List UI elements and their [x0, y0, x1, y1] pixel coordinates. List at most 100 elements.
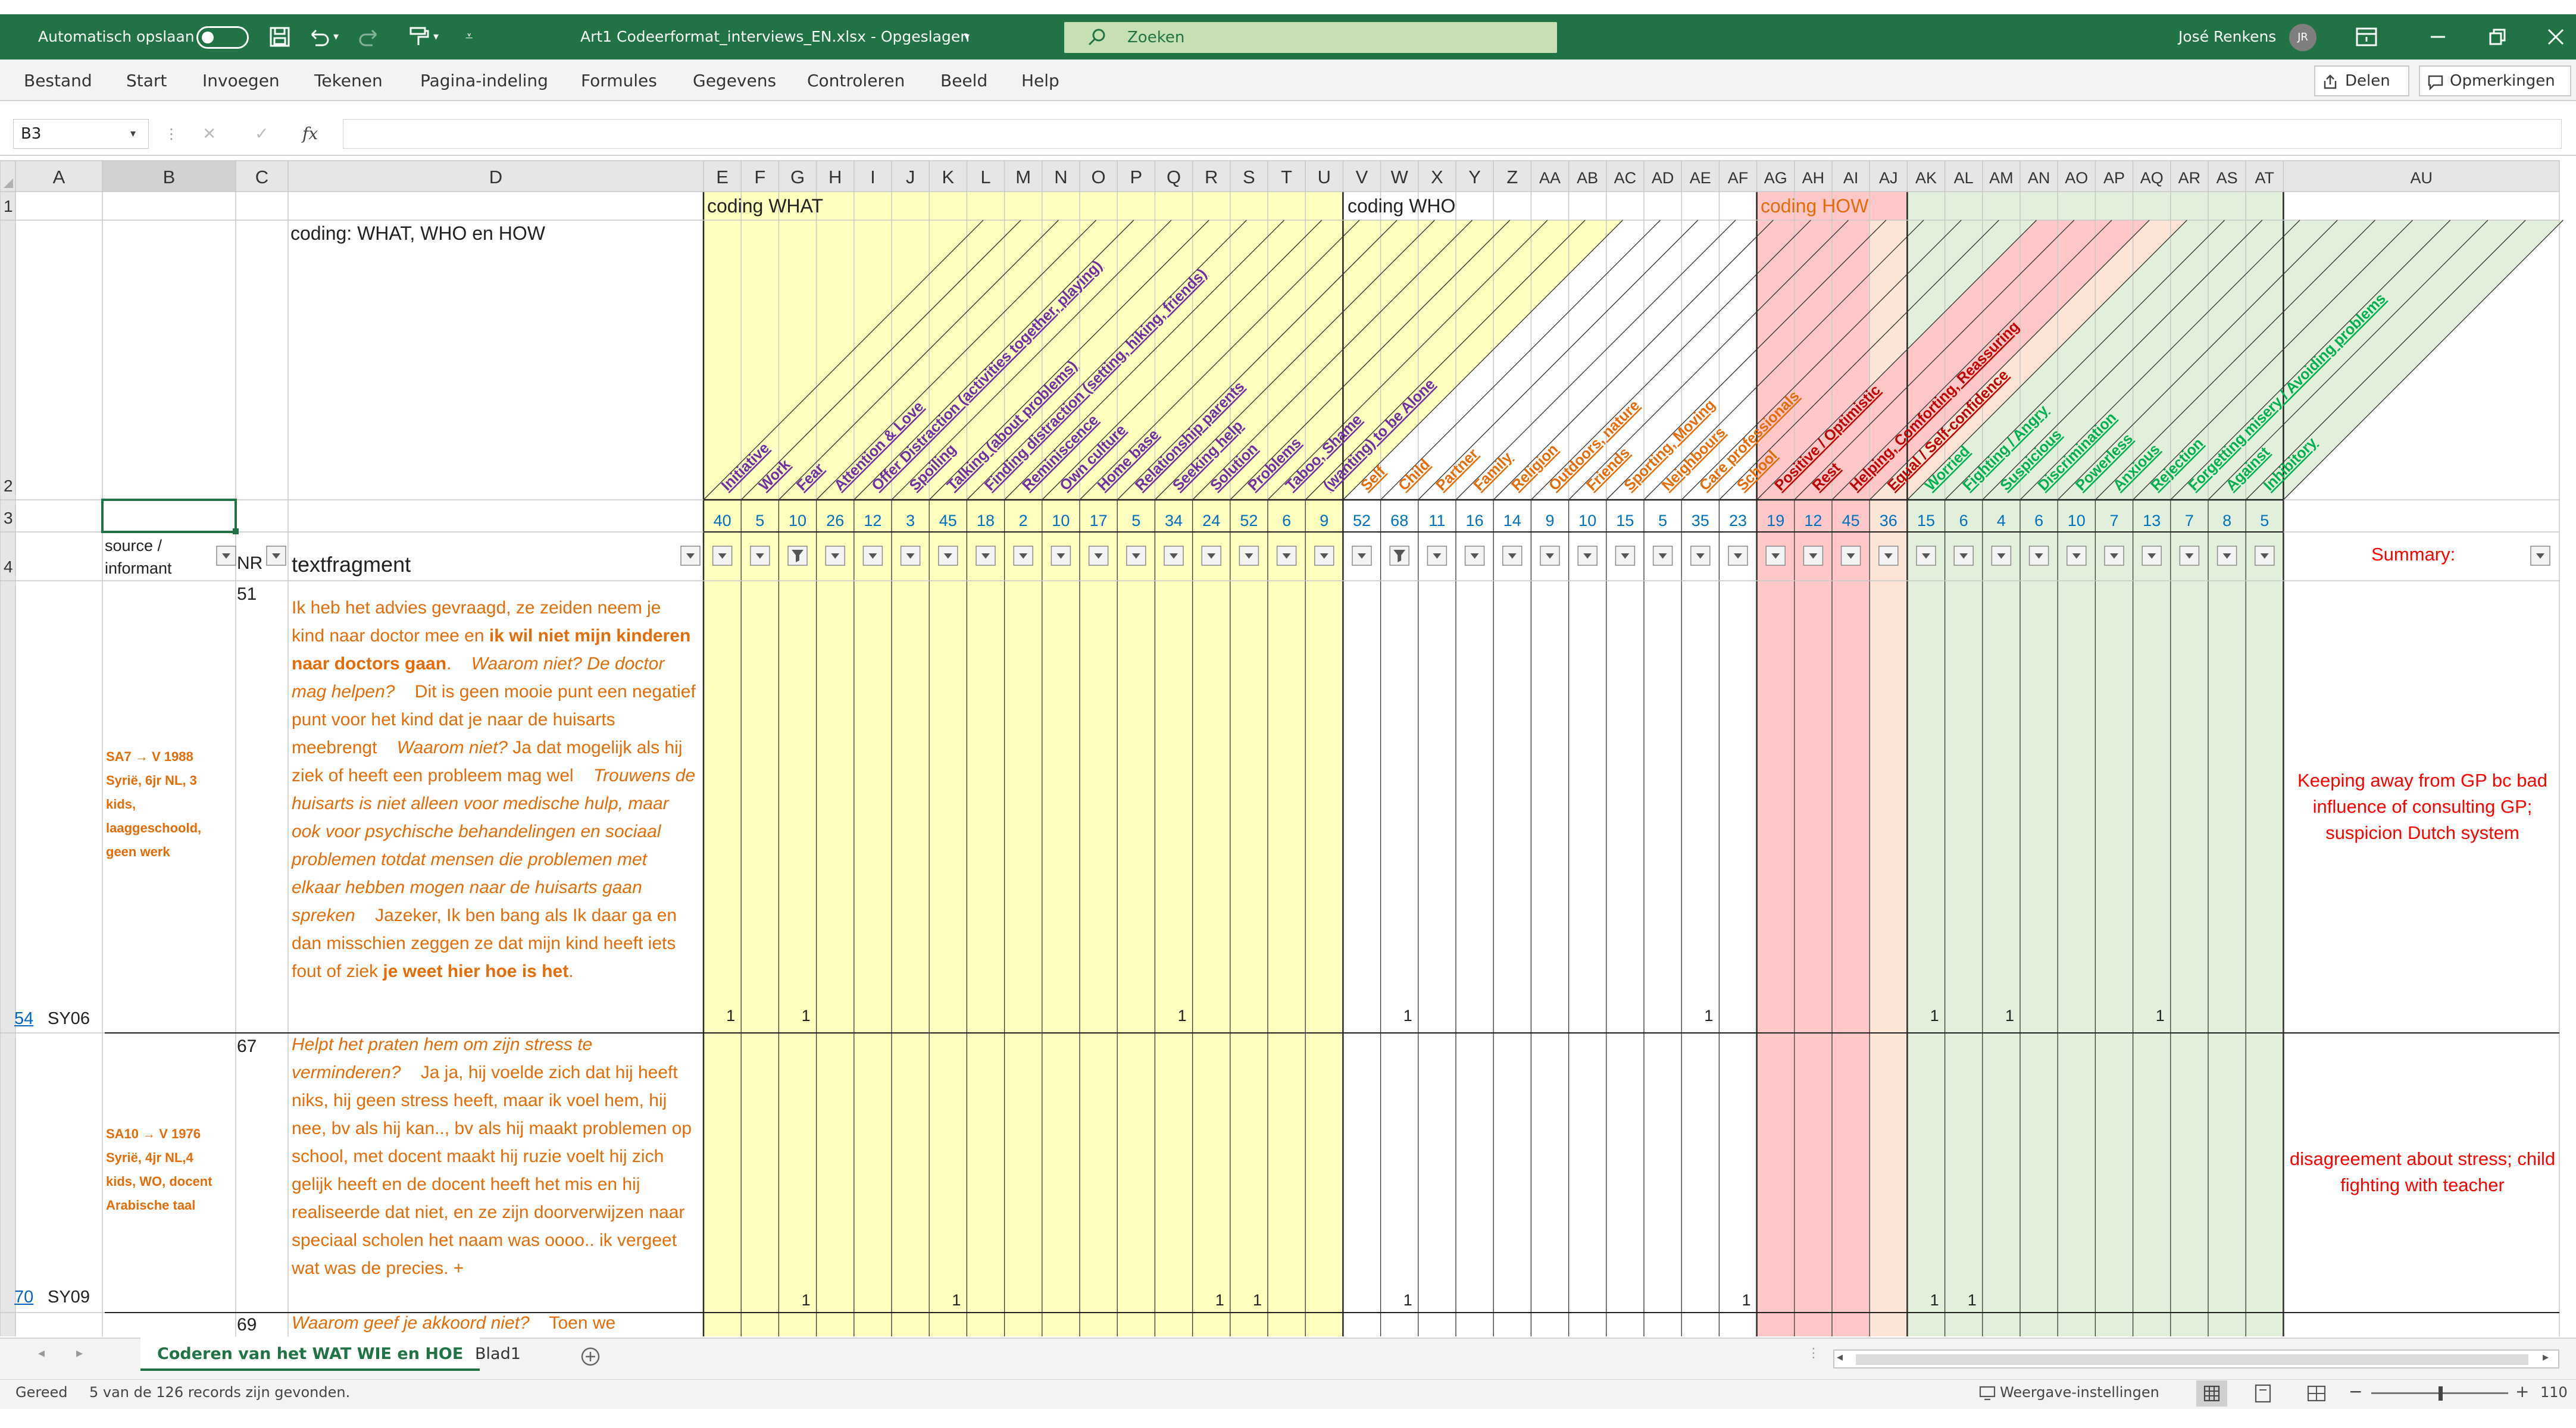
sheet-scroll-left-icon[interactable]: ◂ — [38, 1346, 45, 1361]
tab-help[interactable]: Help — [1021, 71, 1059, 90]
search-box[interactable] — [1064, 22, 1557, 53]
tab-beeld[interactable]: Beeld — [940, 71, 988, 90]
share-button[interactable]: Delen — [2314, 65, 2409, 96]
page-break-preview-icon[interactable] — [2303, 1382, 2330, 1405]
header-band-fill — [1832, 220, 2150, 500]
file-title-dropdown-icon[interactable]: ▾ — [964, 30, 970, 43]
customize-qat-icon[interactable]: ⩡ — [465, 29, 473, 44]
tab-start[interactable]: Start — [126, 71, 167, 90]
save-icon[interactable] — [269, 26, 290, 48]
filter-arrow — [1470, 553, 1479, 559]
formula-input[interactable] — [343, 119, 2562, 149]
code-mark-ae: 1 — [1704, 1007, 1713, 1025]
header-diagonal — [1944, 220, 2225, 500]
normal-view-icon[interactable] — [2196, 1380, 2227, 1407]
code-total: 13 — [2143, 512, 2161, 530]
add-sheet-icon[interactable] — [580, 1346, 601, 1367]
name-box-dropdown-icon[interactable]: ▾ — [130, 127, 136, 140]
column-header-aq: AQ — [2140, 169, 2164, 187]
scrollbar-thumb[interactable] — [1856, 1354, 2528, 1365]
filter-arrow — [222, 553, 230, 559]
zoom-slider-thumb[interactable] — [2439, 1386, 2443, 1401]
select-all-icon — [4, 178, 13, 188]
tab-controleren[interactable]: Controleren — [807, 71, 905, 90]
tab-invoegen[interactable]: Invoegen — [202, 71, 280, 90]
view-settings-icon[interactable] — [1978, 1384, 1996, 1402]
format-painter-icon[interactable] — [407, 25, 431, 49]
code-column-fill — [1192, 192, 1230, 1336]
tab-pagina-indeling[interactable]: Pagina-indeling — [420, 71, 548, 90]
scroll-left-arrow-icon[interactable]: ◂ — [1837, 1349, 1843, 1364]
filter-button-box — [216, 546, 236, 566]
filter-arrow — [2072, 553, 2081, 559]
header-diagonal — [2133, 220, 2414, 500]
avatar[interactable]: JR — [2289, 24, 2316, 51]
record-textfragment-67: Helpt het praten hem om zijn stress te v… — [292, 1031, 696, 1282]
tab-split-handle[interactable]: ⋮ — [1807, 1346, 1820, 1361]
filter-dropdown-icon — [1126, 546, 1146, 566]
code-label: Initiative — [718, 440, 773, 494]
filter-dropdown-icon — [825, 546, 845, 566]
tab-tekenen[interactable]: Tekenen — [314, 71, 383, 90]
confirm-entry-icon: ✓ — [255, 124, 269, 143]
column-header-ag: AG — [1764, 169, 1787, 187]
header-diagonal — [1493, 220, 1774, 500]
record-summary-51: Keeping away from GP bc bad influence of… — [2297, 770, 2547, 843]
row-number-54[interactable]: 54 — [14, 1009, 34, 1028]
sheet-scroll-right-icon[interactable]: ▸ — [76, 1346, 83, 1361]
filter-dropdown-icon — [2217, 546, 2237, 566]
autosave-toggle[interactable] — [196, 26, 249, 49]
filter-dropdown-icon — [1013, 546, 1033, 566]
horizontal-scrollbar[interactable]: ◂ ▸ — [1833, 1349, 2559, 1368]
code-total: 23 — [1729, 512, 1747, 530]
zoom-slider[interactable] — [2371, 1386, 2508, 1401]
scroll-right-arrow-icon[interactable]: ▸ — [2543, 1349, 2549, 1364]
header-diagonal — [2057, 220, 2338, 500]
code-label: Child — [1395, 456, 1433, 494]
formula-bar-options-icon[interactable]: ⋮ — [164, 126, 179, 142]
insert-function-button[interactable]: fx — [302, 124, 318, 143]
filter-button-box — [2255, 546, 2275, 566]
filter-arrow — [2260, 553, 2269, 559]
text-run: Ja dat mogelijk als hij ziek of heeft ee… — [292, 738, 687, 785]
view-settings-label[interactable]: Weergave-instellingen — [2000, 1384, 2159, 1401]
code-label: Spoiling — [906, 441, 959, 494]
comments-button[interactable]: Opmerkingen — [2419, 65, 2571, 96]
page-layout-icon[interactable] — [2250, 1382, 2276, 1405]
filter-dropdown-icon — [938, 546, 958, 566]
ribbon-display-icon[interactable] — [2355, 26, 2378, 48]
code-label: Fighting / Angry — [1959, 402, 2052, 494]
undo-icon[interactable] — [307, 26, 331, 48]
name-box[interactable]: B3 ▾ — [13, 119, 149, 149]
undo-dropdown-icon[interactable]: ▾ — [333, 30, 339, 43]
zoom-out-button[interactable]: − — [2349, 1382, 2363, 1401]
code-total: 52 — [1240, 512, 1258, 530]
code-total: 3 — [906, 512, 915, 530]
minimize-icon[interactable] — [2426, 26, 2450, 48]
header-diagonal — [1004, 220, 1285, 500]
code-total: 34 — [1165, 512, 1183, 530]
restore-icon[interactable] — [2486, 26, 2509, 48]
filter-active-icon — [1389, 546, 1409, 566]
code-label: Taboo, Shame — [1282, 411, 1365, 494]
file-title[interactable]: Art1 Codeerformat_interviews_EN.xlsx - O… — [580, 28, 970, 45]
format-painter-dropdown-icon[interactable]: ▾ — [433, 30, 439, 43]
sheet-tab-active[interactable]: Coderen van het WAT WIE en HOE — [140, 1338, 480, 1371]
text-run: Waarom geef je akkoord niet? — [292, 1313, 530, 1333]
user-name[interactable]: José Renkens — [2178, 28, 2277, 45]
code-total: 9 — [1320, 512, 1328, 530]
tab-bestand[interactable]: Bestand — [24, 71, 92, 90]
filter-button-box — [1201, 546, 1221, 566]
row-number-70[interactable]: 70 — [14, 1288, 34, 1307]
filter-dropdown-icon — [2255, 546, 2275, 566]
tab-gegevens[interactable]: Gegevens — [693, 71, 777, 90]
tab-formules[interactable]: Formules — [581, 71, 657, 90]
filter-button-box — [1314, 546, 1334, 566]
zoom-level[interactable]: 110 — [2540, 1384, 2568, 1401]
code-total: 10 — [789, 512, 806, 530]
column-header-h: H — [829, 167, 842, 187]
close-icon[interactable] — [2544, 26, 2568, 48]
sheet-tab-blad1[interactable]: Blad1 — [475, 1345, 521, 1363]
filter-arrow — [2147, 553, 2156, 559]
zoom-in-button[interactable]: + — [2515, 1382, 2530, 1401]
